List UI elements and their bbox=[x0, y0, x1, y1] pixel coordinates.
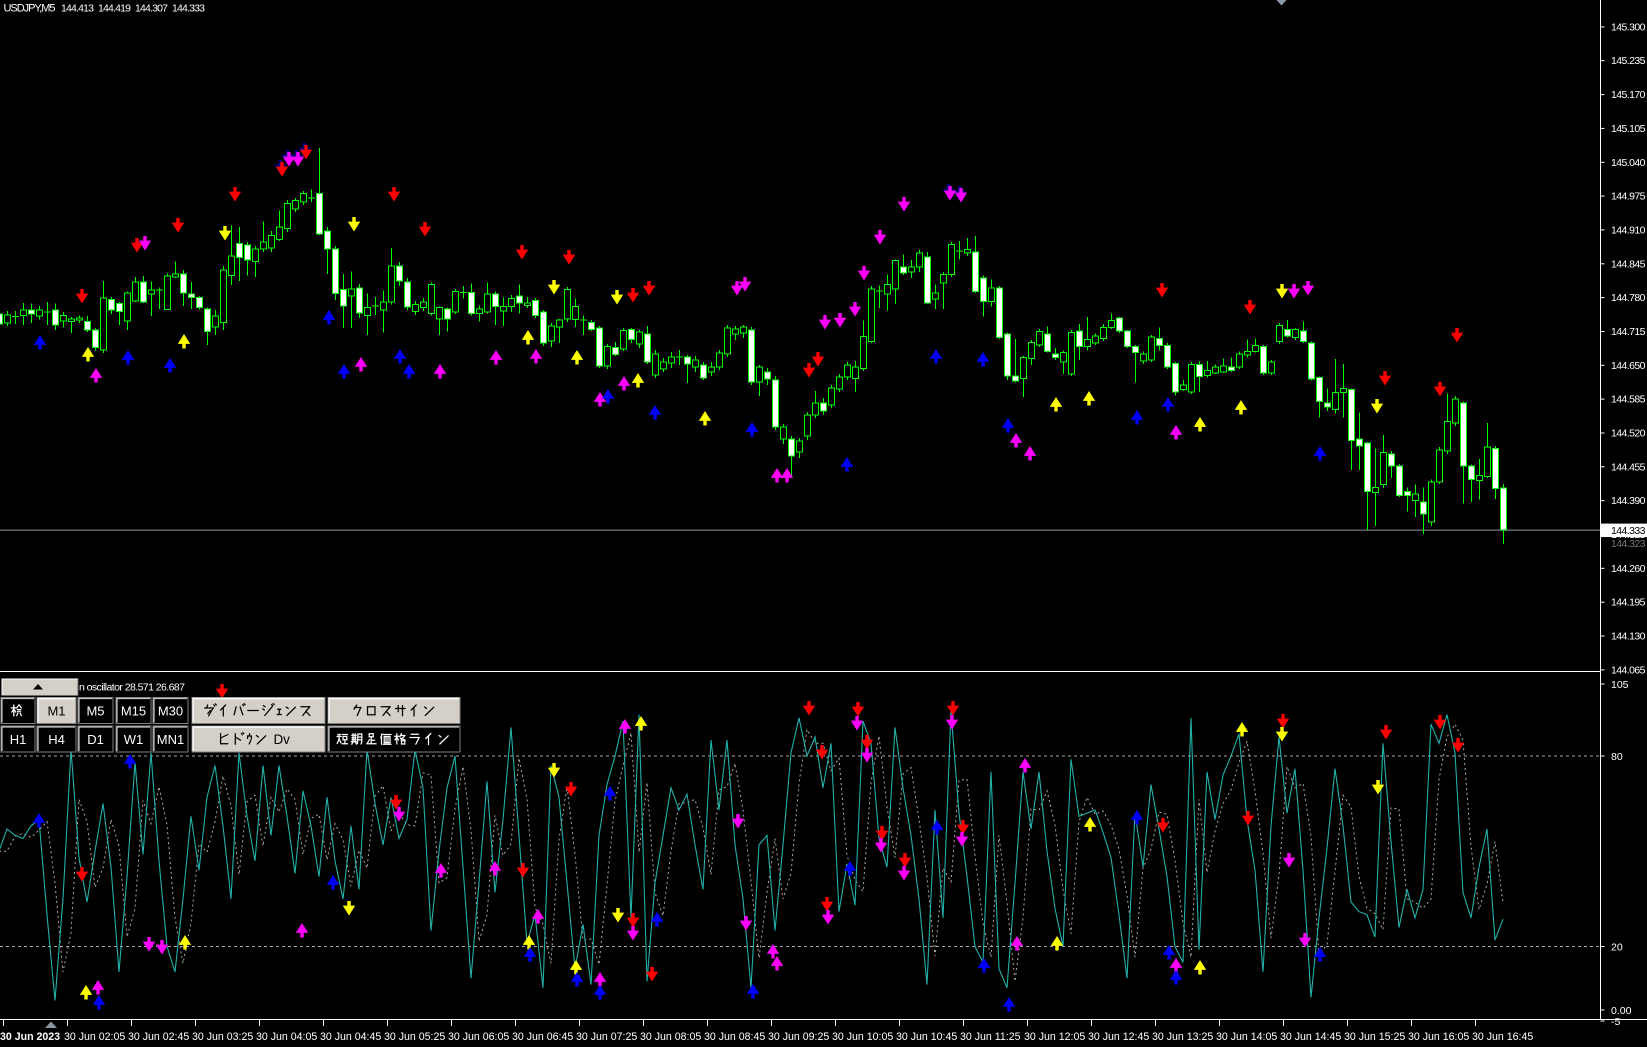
svg-text:-5: -5 bbox=[1611, 1016, 1620, 1028]
svg-text:144.715: 144.715 bbox=[1611, 326, 1646, 338]
svg-text:H1: H1 bbox=[10, 732, 27, 747]
svg-text:30 Jun 12:45: 30 Jun 12:45 bbox=[1088, 1031, 1149, 1043]
svg-text:30 Jun 08:45: 30 Jun 08:45 bbox=[704, 1031, 765, 1043]
svg-text:144.333: 144.333 bbox=[1611, 525, 1646, 537]
svg-text:M30: M30 bbox=[158, 704, 183, 719]
svg-text:144.520: 144.520 bbox=[1611, 428, 1646, 440]
svg-text:105: 105 bbox=[1611, 679, 1629, 691]
svg-text:144.975: 144.975 bbox=[1611, 191, 1646, 203]
svg-text:30 Jun 02:05: 30 Jun 02:05 bbox=[64, 1031, 125, 1043]
svg-text:W1: W1 bbox=[124, 732, 144, 747]
svg-text:0.00: 0.00 bbox=[1611, 1005, 1632, 1017]
svg-text:30 Jun 06:05: 30 Jun 06:05 bbox=[448, 1031, 509, 1043]
svg-text:144.455: 144.455 bbox=[1611, 461, 1646, 473]
svg-text:144.260: 144.260 bbox=[1611, 563, 1646, 575]
svg-text:D1: D1 bbox=[87, 732, 104, 747]
svg-text:144.910: 144.910 bbox=[1611, 224, 1646, 236]
svg-text:30 Jun 16:45: 30 Jun 16:45 bbox=[1472, 1031, 1533, 1043]
svg-text:145.040: 145.040 bbox=[1611, 157, 1646, 169]
svg-text:30 Jun 09:25: 30 Jun 09:25 bbox=[768, 1031, 829, 1043]
svg-text:H4: H4 bbox=[48, 732, 65, 747]
svg-text:144.419: 144.419 bbox=[98, 3, 131, 15]
svg-text:M1: M1 bbox=[47, 704, 65, 719]
svg-text:145.170: 145.170 bbox=[1611, 89, 1646, 101]
svg-text:n oscillator 28.571 26.687: n oscillator 28.571 26.687 bbox=[79, 682, 185, 694]
svg-text:144.195: 144.195 bbox=[1611, 597, 1646, 609]
svg-text:MN1: MN1 bbox=[157, 732, 184, 747]
svg-text:30 Jun 12:05: 30 Jun 12:05 bbox=[1024, 1031, 1085, 1043]
svg-text:144.390: 144.390 bbox=[1611, 495, 1646, 507]
svg-text:80: 80 bbox=[1611, 751, 1623, 763]
svg-text:145.105: 145.105 bbox=[1611, 123, 1646, 135]
svg-text:144.650: 144.650 bbox=[1611, 360, 1646, 372]
svg-text:30 Jun 06:45: 30 Jun 06:45 bbox=[512, 1031, 573, 1043]
svg-text:Dv: Dv bbox=[273, 732, 290, 747]
svg-text:144.413: 144.413 bbox=[61, 3, 94, 15]
svg-text:30 Jun 13:25: 30 Jun 13:25 bbox=[1152, 1031, 1213, 1043]
svg-text:144.130: 144.130 bbox=[1611, 631, 1646, 643]
svg-text:30 Jun 04:45: 30 Jun 04:45 bbox=[320, 1031, 381, 1043]
svg-text:145.235: 145.235 bbox=[1611, 55, 1646, 67]
svg-text:144.307: 144.307 bbox=[135, 3, 168, 15]
svg-text:30 Jun 10:05: 30 Jun 10:05 bbox=[832, 1031, 893, 1043]
svg-text:30 Jun 14:45: 30 Jun 14:45 bbox=[1280, 1031, 1341, 1043]
svg-text:30 Jun 03:25: 30 Jun 03:25 bbox=[192, 1031, 253, 1043]
svg-text:30 Jun 02:45: 30 Jun 02:45 bbox=[128, 1031, 189, 1043]
svg-text:30 Jun 2023: 30 Jun 2023 bbox=[0, 1031, 60, 1043]
svg-text:30 Jun 15:25: 30 Jun 15:25 bbox=[1344, 1031, 1405, 1043]
svg-text:144.780: 144.780 bbox=[1611, 292, 1646, 304]
svg-text:30 Jun 08:05: 30 Jun 08:05 bbox=[640, 1031, 701, 1043]
svg-text:20: 20 bbox=[1611, 942, 1623, 954]
svg-text:USDJPY,M5: USDJPY,M5 bbox=[4, 3, 56, 15]
svg-text:30 Jun 05:25: 30 Jun 05:25 bbox=[384, 1031, 445, 1043]
svg-text:30 Jun 11:25: 30 Jun 11:25 bbox=[960, 1031, 1021, 1043]
svg-text:144.585: 144.585 bbox=[1611, 394, 1646, 406]
svg-text:144.323: 144.323 bbox=[1611, 538, 1646, 550]
svg-text:M15: M15 bbox=[121, 704, 146, 719]
svg-text:144.845: 144.845 bbox=[1611, 258, 1646, 270]
svg-text:145.300: 145.300 bbox=[1611, 21, 1646, 33]
svg-text:30 Jun 14:05: 30 Jun 14:05 bbox=[1216, 1031, 1277, 1043]
svg-text:30 Jun 07:25: 30 Jun 07:25 bbox=[576, 1031, 637, 1043]
svg-text:144.333: 144.333 bbox=[172, 3, 205, 15]
svg-text:30 Jun 10:45: 30 Jun 10:45 bbox=[896, 1031, 957, 1043]
svg-text:30 Jun 16:05: 30 Jun 16:05 bbox=[1408, 1031, 1469, 1043]
svg-text:30 Jun 04:05: 30 Jun 04:05 bbox=[256, 1031, 317, 1043]
svg-text:144.065: 144.065 bbox=[1611, 664, 1646, 676]
svg-text:M5: M5 bbox=[86, 704, 104, 719]
